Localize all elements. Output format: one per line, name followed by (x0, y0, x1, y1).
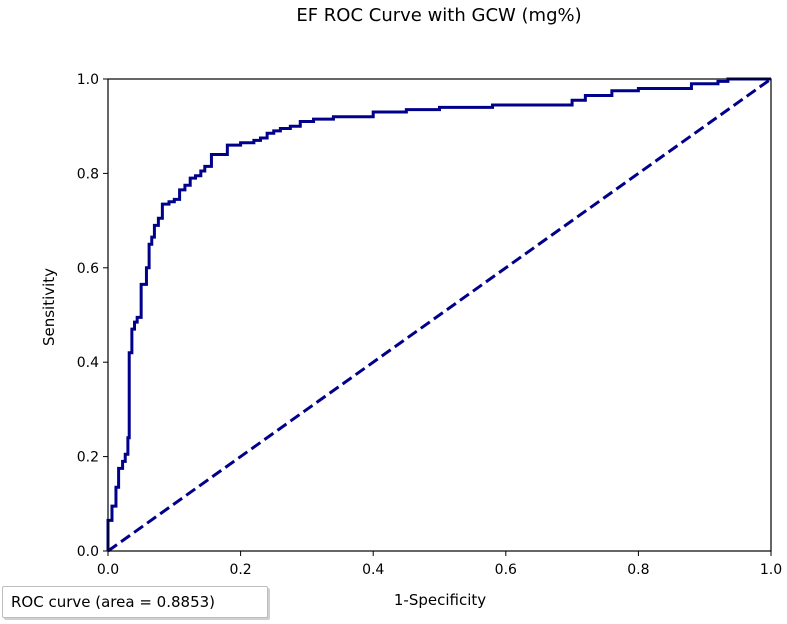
x-tick-label: 0.6 (495, 562, 517, 578)
x-axis: 0.0 0.2 0.4 0.6 0.8 1.0 (97, 551, 782, 578)
reference-diagonal-line (107, 77, 772, 553)
y-tick-label: 0.2 (77, 450, 99, 466)
legend: ROC curve (area = 0.8853) (2, 586, 268, 618)
plot-frame (107, 78, 772, 552)
x-tick-label: 0.2 (229, 562, 251, 578)
y-tick-label: 0.6 (77, 261, 99, 277)
x-tick-label: 0.8 (627, 562, 649, 578)
y-tick-label: 0.0 (77, 544, 99, 560)
y-tick-label: 0.4 (77, 355, 99, 371)
y-tick-label: 1.0 (77, 72, 99, 88)
x-tick-label: 0.0 (97, 562, 119, 578)
x-tick-label: 0.4 (362, 562, 384, 578)
plot-area (106, 77, 772, 553)
y-axis-label: Sensitivity (40, 268, 58, 346)
x-axis-label: 1-Specificity (394, 591, 486, 609)
y-axis: 0.0 0.2 0.4 0.6 0.8 1.0 (77, 72, 108, 560)
legend-label: ROC curve (area = 0.8853) (11, 593, 216, 611)
roc-curve-line (106, 77, 771, 551)
x-tick-label: 1.0 (760, 562, 782, 578)
y-tick-label: 0.8 (77, 166, 99, 182)
chart-title: EF ROC Curve with GCW (mg%) (296, 5, 581, 26)
